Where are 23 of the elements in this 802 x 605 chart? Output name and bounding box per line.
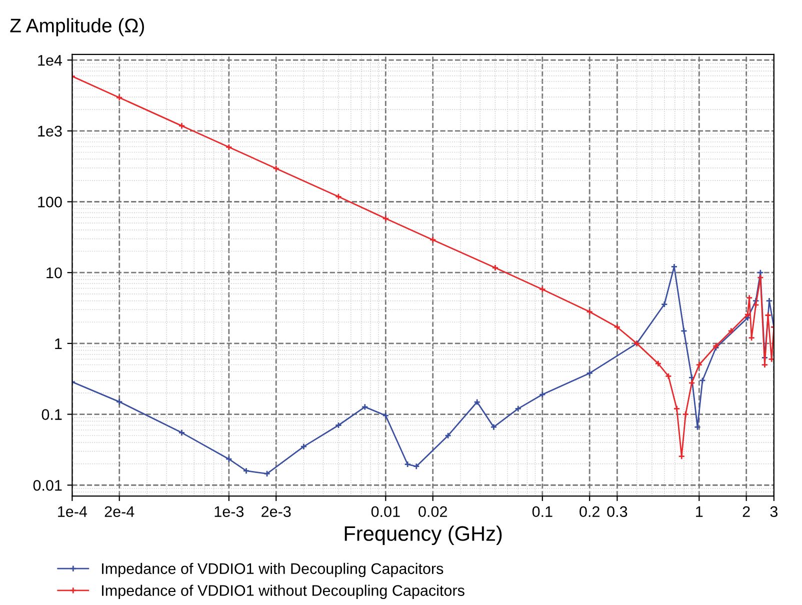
- y-tick-label: 10: [46, 267, 62, 278]
- x-tick-label: 2e-4: [104, 506, 134, 518]
- x-tick-label: 3: [770, 506, 778, 518]
- x-tick-label: 0.01: [371, 506, 400, 518]
- legend-label: Impedance of VDDIO1 with Decoupling Capacitors: [102, 562, 444, 578]
- y-tick-label: 100: [38, 196, 62, 208]
- x-tick-label: 2: [742, 506, 750, 517]
- x-tick-label: 1e-3: [214, 506, 244, 518]
- y-tick-label: 1: [55, 338, 62, 349]
- x-axis-title: Frequency (GHz): [344, 526, 502, 546]
- y-tick-label: 0.01: [33, 480, 62, 491]
- x-tick-label: 0.02: [418, 506, 447, 518]
- x-tick-label: 1: [696, 506, 703, 517]
- legend-label: Impedance of VDDIO1 without Decoupling Capacitors: [102, 584, 464, 599]
- y-tick-label: 1e4: [38, 55, 62, 66]
- y-tick-label: 1e3: [38, 126, 62, 137]
- y-tick-label: 0.1: [42, 409, 62, 420]
- x-tick-label: 0.3: [607, 506, 628, 518]
- x-tick-label: 2e-3: [262, 506, 291, 518]
- x-tick-label: 0.1: [532, 506, 552, 518]
- x-tick-label: 1e-4: [58, 506, 88, 518]
- y-axis-title: Z Amplitude (Ω): [10, 18, 144, 36]
- x-tick-label: 0.2: [580, 506, 600, 518]
